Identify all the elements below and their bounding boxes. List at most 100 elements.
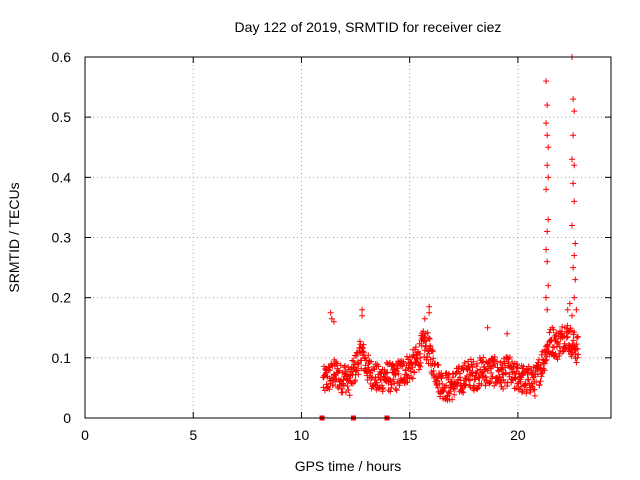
data-point	[373, 379, 380, 386]
data-point	[392, 371, 399, 378]
data-point	[541, 367, 548, 374]
data-point	[335, 367, 342, 374]
data-point	[326, 367, 333, 374]
data-point	[395, 370, 402, 377]
data-point	[518, 383, 525, 390]
data-point	[421, 347, 428, 354]
data-point	[346, 392, 353, 399]
data-point	[429, 348, 436, 355]
data-point-spike	[359, 312, 366, 319]
data-point	[536, 381, 543, 388]
data-point	[424, 354, 431, 361]
data-point	[321, 363, 328, 370]
x-tick-label: 0	[81, 427, 89, 443]
data-point-spike	[570, 96, 577, 103]
data-point-spike	[426, 303, 433, 310]
data-point	[360, 349, 367, 356]
y-tick-label: 0.5	[52, 109, 72, 125]
data-point	[574, 333, 581, 340]
data-point	[404, 379, 411, 386]
data-point	[469, 364, 476, 371]
data-point	[404, 372, 411, 379]
data-point	[520, 363, 527, 370]
data-point-spike	[544, 306, 551, 313]
data-point	[566, 342, 573, 349]
data-point-spike	[572, 276, 579, 283]
data-point	[469, 369, 476, 376]
data-point	[563, 334, 570, 341]
data-point	[513, 360, 520, 367]
data-point	[486, 380, 493, 387]
data-point-spike	[543, 78, 550, 85]
data-point-spike	[569, 222, 576, 229]
data-point	[494, 364, 501, 371]
data-point	[326, 386, 333, 393]
data-point-spike	[570, 132, 577, 139]
data-point-spike	[571, 162, 578, 169]
data-point	[502, 369, 509, 376]
data-point-spike	[544, 102, 551, 109]
data-point	[358, 365, 365, 372]
data-point-spike	[544, 132, 551, 139]
data-point	[573, 334, 580, 341]
data-point	[504, 383, 511, 390]
data-point	[362, 354, 369, 361]
data-point	[546, 329, 553, 336]
data-point	[354, 367, 361, 374]
data-point-spike	[426, 309, 433, 316]
data-point	[471, 387, 478, 394]
data-point	[459, 386, 466, 393]
data-point	[383, 370, 390, 377]
data-point	[551, 344, 558, 351]
y-tick-label: 0.2	[52, 290, 72, 306]
data-point	[561, 340, 568, 347]
data-point	[531, 392, 538, 399]
data-point-spike	[545, 216, 552, 223]
x-tick-labels: 0 5 10 15 20	[81, 427, 526, 443]
data-point	[411, 369, 418, 376]
data-point	[434, 384, 441, 391]
data-point	[556, 343, 563, 350]
data-point	[335, 385, 342, 392]
data-point	[556, 352, 563, 359]
data-point	[355, 371, 362, 378]
data-point	[543, 353, 550, 360]
data-point	[438, 375, 445, 382]
data-point	[344, 383, 351, 390]
data-point	[489, 373, 496, 380]
data-point	[568, 353, 575, 360]
data-point	[538, 373, 545, 380]
data-point	[372, 374, 379, 381]
data-point	[390, 376, 397, 383]
data-point	[340, 382, 347, 389]
data-point-spike	[484, 324, 491, 331]
data-point-spike	[569, 312, 576, 319]
data-point	[554, 356, 561, 363]
data-point-spike	[545, 282, 552, 289]
data-point	[446, 388, 453, 395]
data-point-spike	[544, 258, 551, 265]
data-point-spike	[573, 306, 580, 313]
data-point	[353, 367, 360, 374]
data-point	[554, 339, 561, 346]
y-tick-label: 0.4	[52, 169, 72, 185]
data-point	[394, 365, 401, 372]
y-axis-label: SRMTID / TECUs	[6, 182, 22, 292]
chart-title: Day 122 of 2019, SRMTID for receiver cie…	[235, 19, 502, 35]
data-point-spike	[543, 246, 550, 253]
data-point	[469, 372, 476, 379]
data-point	[425, 335, 432, 342]
data-point	[519, 388, 526, 395]
y-tick-label: 0	[63, 410, 71, 426]
data-point	[518, 389, 525, 396]
data-point	[352, 364, 359, 371]
data-point	[449, 396, 456, 403]
data-point	[353, 352, 360, 359]
data-point	[541, 360, 548, 367]
data-point	[365, 352, 372, 359]
data-point	[482, 382, 489, 389]
data-point	[480, 354, 487, 361]
data-point	[375, 385, 382, 392]
data-point-spike	[570, 264, 577, 271]
